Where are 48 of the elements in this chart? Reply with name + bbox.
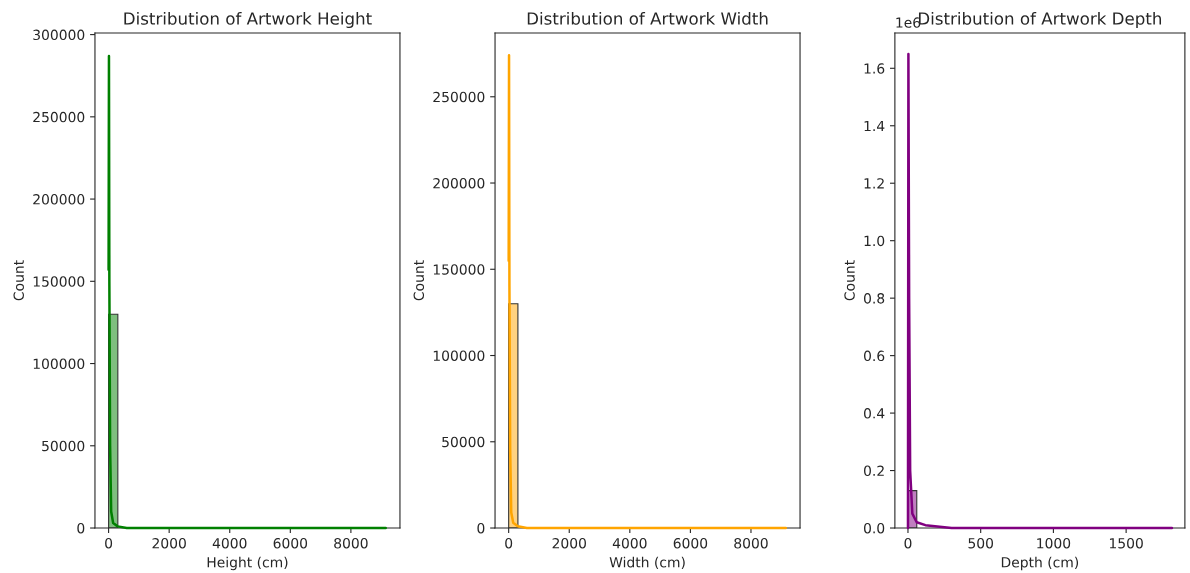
text: 1e6 — [896, 17, 921, 28]
line-series — [906, 52, 1174, 530]
y-tick-label: 0.2 — [863, 465, 884, 477]
x-tick-label: 500 — [968, 537, 994, 549]
y-tick-label: 50000 — [42, 440, 85, 452]
y-tick-label: 0.6 — [863, 350, 885, 362]
y-tick-label: 100000 — [33, 358, 85, 370]
x-tick-label: 0 — [505, 537, 513, 549]
y-tick-label: 1.2 — [864, 178, 884, 189]
y-tick-label: 250000 — [33, 111, 85, 123]
y-tick-label: 1.0 — [864, 235, 885, 247]
y-tick-label: 300000 — [33, 29, 85, 41]
x-tick-label: 6000 — [673, 537, 708, 549]
y-tick-label: 0.4 — [863, 408, 885, 419]
y-tick-label: 200000 — [33, 194, 85, 205]
chart-title: Distribution of Artwork Width — [527, 11, 768, 25]
x-tick-label: 8000 — [734, 537, 768, 549]
line-series — [507, 54, 788, 530]
line-series — [107, 54, 387, 530]
x-tick-label: 2000 — [552, 537, 586, 549]
y-tick-label: 50000 — [442, 436, 485, 448]
y-axis-title: Count — [413, 260, 425, 301]
chart-title: Distribution of Artwork Height — [124, 11, 372, 29]
y-tick-label: 1.4 — [864, 120, 885, 132]
y-axis-title: Count — [844, 260, 855, 301]
y-tick-label: 0 — [477, 522, 485, 534]
x-tick-label: 1000 — [1037, 537, 1071, 549]
x-tick-label: 0 — [105, 537, 113, 549]
y-tick-label: 150000 — [433, 264, 485, 275]
y-tick-label: 0 — [77, 522, 85, 534]
y-tick-label: 1.6 — [864, 63, 885, 74]
y-axis-title: Count — [13, 260, 24, 301]
y-tick-label: 0.0 — [863, 522, 885, 534]
y-tick-label: 100000 — [433, 350, 485, 361]
x-axis-title: Height (cm) — [207, 556, 288, 571]
x-tick-label: 4000 — [612, 537, 647, 549]
x-tick-label: 1500 — [1109, 537, 1143, 549]
x-tick-label: 2000 — [152, 537, 186, 549]
y-tick-label: 150000 — [33, 276, 85, 287]
x-tick-label: 8000 — [334, 537, 368, 549]
x-tick-label: 0 — [904, 537, 912, 549]
y-tick-label: 250000 — [433, 91, 485, 103]
y-tick-label: 200000 — [433, 177, 485, 189]
x-tick-label: 6000 — [273, 537, 308, 549]
x-tick-label: 4000 — [212, 537, 247, 549]
y-tick-label: 0.8 — [863, 293, 885, 304]
x-axis-title: Depth (cm) — [1001, 556, 1079, 571]
x-axis-title: Width (cm) — [609, 556, 685, 570]
